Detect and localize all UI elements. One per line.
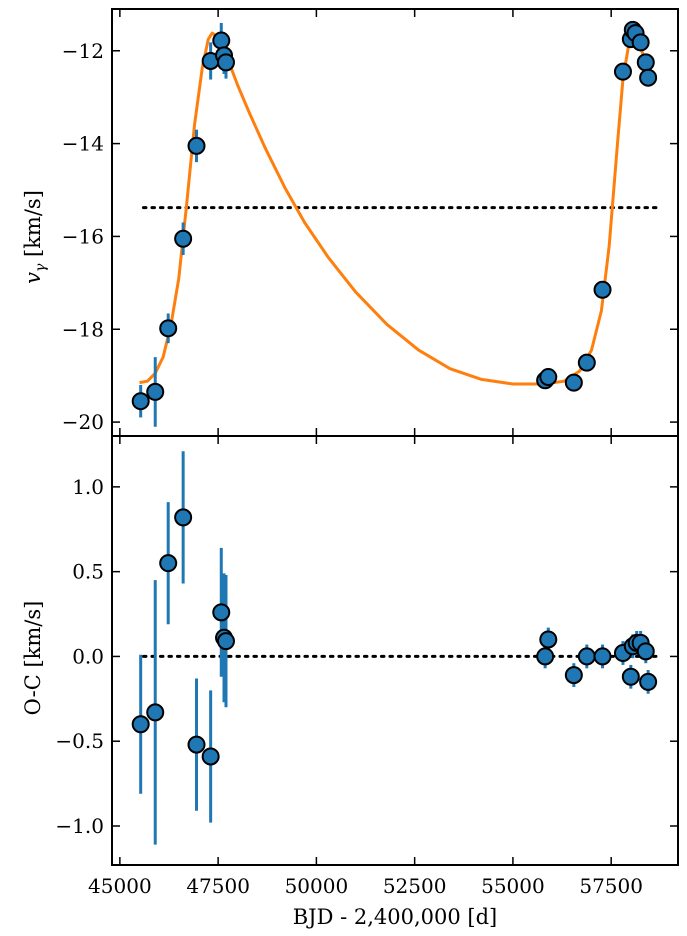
axes-frame: [111, 8, 679, 437]
data-point-5: [201, 747, 220, 766]
data-point-10: [539, 630, 558, 649]
x-tick-label: 50000: [285, 874, 349, 898]
data-point-14: [613, 62, 632, 81]
y-axis-label-bottom: O-C [km/s]: [21, 601, 45, 716]
data-point-1: [146, 382, 165, 401]
y-tick-label: −18: [62, 317, 104, 341]
data-point-3: [174, 508, 193, 527]
y-tick-label: −1.0: [55, 814, 104, 838]
x-tick-label: 45000: [88, 874, 152, 898]
model-curve: [139, 31, 650, 386]
data-point-20: [639, 68, 658, 87]
data-point-8: [216, 53, 235, 72]
y-tick-label: −16: [62, 224, 104, 248]
data-point-6: [212, 31, 231, 50]
data-point-18: [631, 33, 650, 52]
data-point-0: [131, 392, 150, 411]
y-tick-label: 0.0: [72, 644, 104, 668]
y-tick-label: −12: [62, 39, 104, 63]
data-point-8: [216, 632, 235, 651]
axes-frame: [111, 435, 679, 866]
y-axis-label-top: vγ [km/s]: [21, 190, 49, 284]
data-point-9: [536, 647, 555, 666]
data-point-0: [131, 715, 150, 734]
data-point-20: [639, 672, 658, 691]
x-tick-label: 57500: [579, 874, 643, 898]
data-point-19: [636, 53, 655, 72]
data-point-12: [577, 353, 596, 372]
data-point-2: [159, 319, 178, 338]
y-tick-label: −20: [62, 410, 104, 434]
data-point-4: [187, 136, 206, 155]
data-point-3: [174, 229, 193, 248]
x-tick-label: 55000: [481, 874, 545, 898]
residual-panel: −1.0 −0.5 0.0 0.5 1.0 45000 47500 50000 52500 550…: [55, 435, 679, 898]
data-point-10: [539, 368, 558, 387]
data-point-19: [636, 642, 655, 661]
data-point-15: [621, 667, 640, 686]
data-point-12: [577, 647, 596, 666]
data-point-6: [212, 603, 231, 622]
data-point-13: [593, 280, 612, 299]
x-tick-label: 52500: [383, 874, 447, 898]
x-axis-label: BJD - 2,400,000 [d]: [293, 905, 498, 929]
data-point-1: [146, 703, 165, 722]
velocity-panel: −20 −18 −16 −14 −12: [62, 8, 679, 437]
y-tick-label: −14: [62, 132, 104, 156]
y-tick-label: 0.5: [72, 560, 104, 584]
data-point-4: [187, 735, 206, 754]
data-point-2: [159, 554, 178, 573]
data-point-11: [564, 666, 583, 685]
data-point-13: [593, 647, 612, 666]
y-tick-label: −0.5: [55, 729, 104, 753]
y-tick-label: 1.0: [72, 475, 104, 499]
data-point-11: [564, 373, 583, 392]
x-tick-label: 47500: [186, 874, 250, 898]
